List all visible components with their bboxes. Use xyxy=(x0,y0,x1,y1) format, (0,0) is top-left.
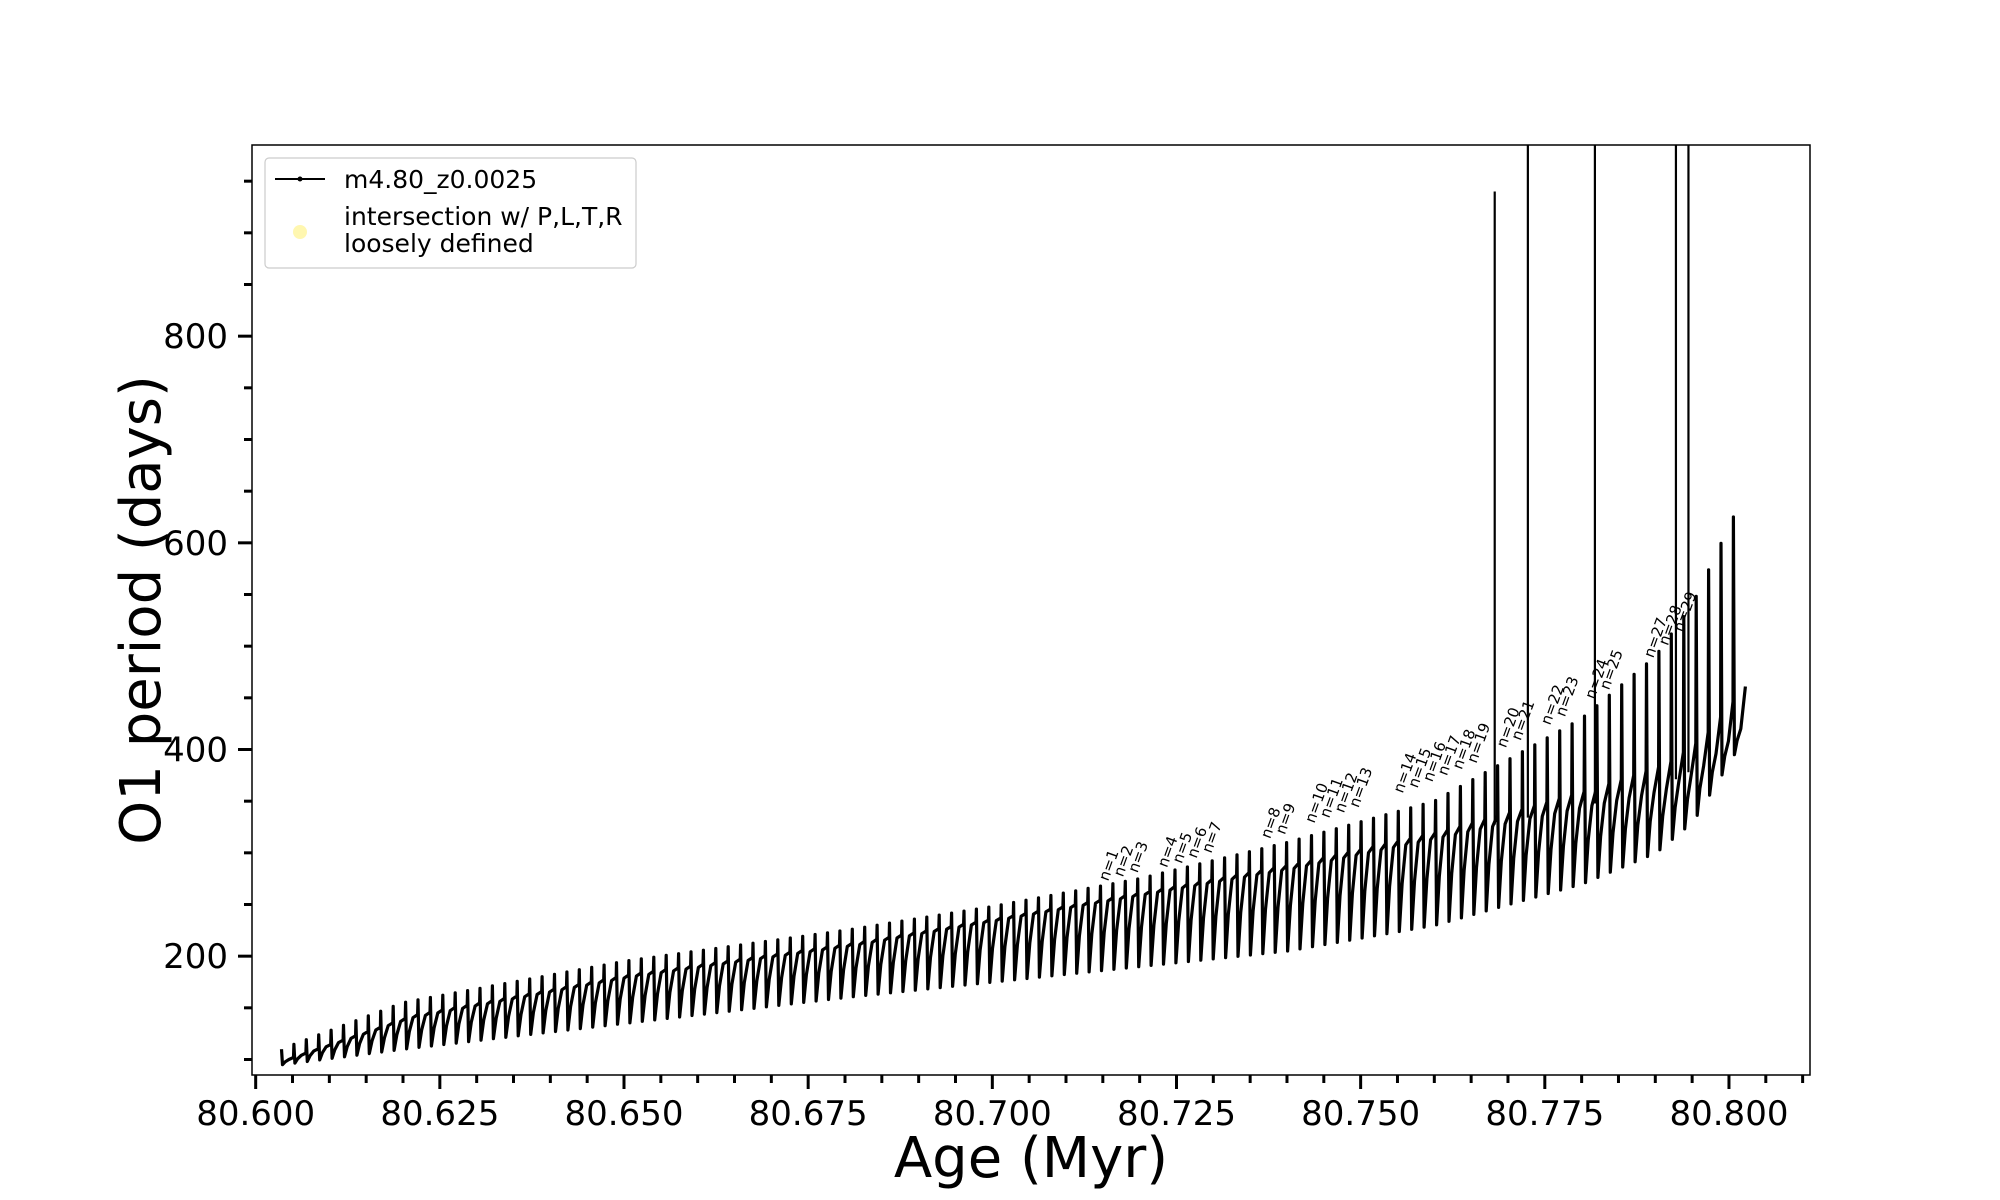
y-axis-title: O1 period (days) xyxy=(109,375,174,845)
pulse-label: n=7 xyxy=(1198,819,1226,855)
plot-frame xyxy=(251,144,1811,1076)
legend: m4.80_z0.0025 intersection w/ P,L,T,R lo… xyxy=(264,157,637,269)
legend-label-intersection-line2: loosely defined xyxy=(344,229,534,258)
x-axis-title: Age (Myr) xyxy=(894,1126,1168,1191)
x-axis: 80.600 80.625 80.650 80.675 80.700 80.725 80.7… xyxy=(196,1075,1805,1134)
x-tick-label: 80.700 xyxy=(933,1094,1052,1134)
y-tick-label: 800 xyxy=(163,317,228,357)
y-tick-label: 600 xyxy=(163,524,228,564)
y-tick-label: 200 xyxy=(163,937,228,977)
x-tick-label: 80.775 xyxy=(1485,1094,1604,1134)
pulse-label: n=3 xyxy=(1124,839,1152,875)
x-tick-label: 80.725 xyxy=(1117,1094,1236,1134)
legend-label-intersection-line1: intersection w/ P,L,T,R xyxy=(344,202,623,231)
series-line-m4.80_z0.0025 xyxy=(279,515,1747,1067)
x-tick-label: 80.600 xyxy=(196,1094,315,1134)
x-tick-label: 80.650 xyxy=(565,1094,684,1134)
x-tick-label: 80.675 xyxy=(749,1094,868,1134)
legend-box xyxy=(264,157,637,269)
y-axis: 200 400 600 800 xyxy=(163,179,252,1061)
pulse-label: n=9 xyxy=(1272,801,1300,837)
y-tick-label: 400 xyxy=(163,731,228,771)
legend-label-series: m4.80_z0.0025 xyxy=(344,165,537,194)
x-tick-label: 80.800 xyxy=(1669,1094,1788,1134)
x-tick-label: 80.750 xyxy=(1301,1094,1420,1134)
legend-intersection-marker xyxy=(293,225,307,239)
legend-point-marker xyxy=(297,176,303,182)
x-tick-label: 80.625 xyxy=(380,1094,499,1134)
plot-data-layer xyxy=(279,145,1747,1067)
